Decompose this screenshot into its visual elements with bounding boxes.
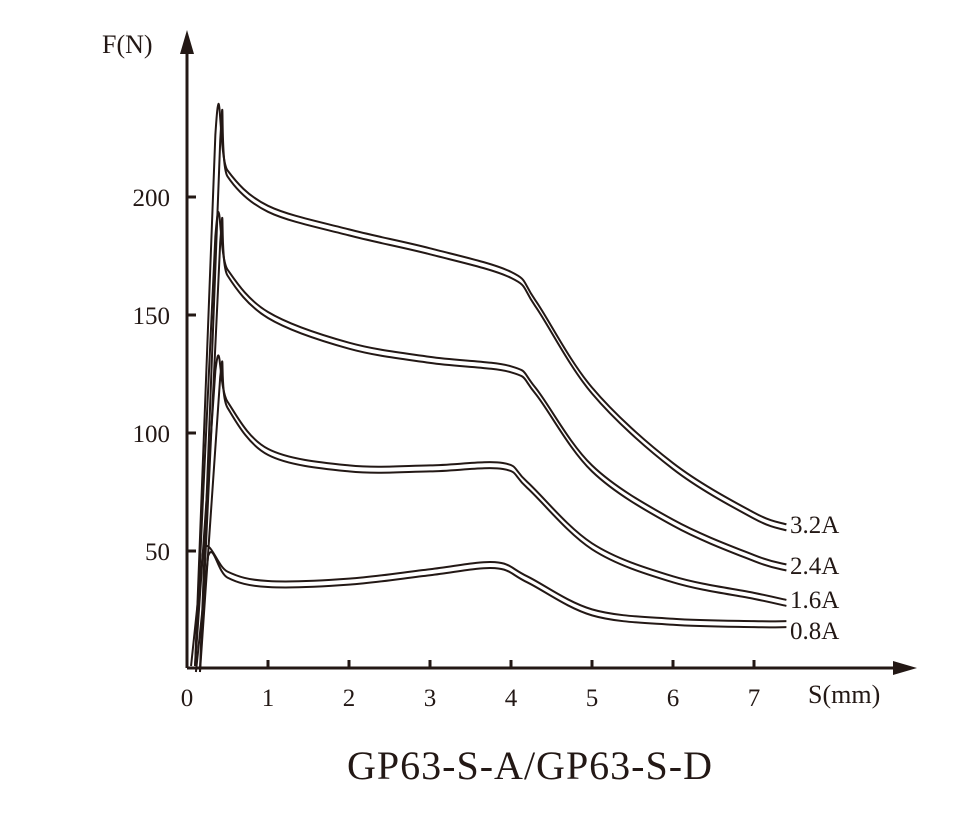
x-tick-label: 5 bbox=[586, 685, 599, 712]
series-curve-0.8A bbox=[194, 551, 787, 673]
x-axis-label: S(mm) bbox=[808, 680, 880, 709]
series-label-2.4A: 2.4A bbox=[790, 553, 839, 580]
axis-ticks: 0 1 2 3 4 5 6 7 50 100 150 200 bbox=[133, 185, 761, 712]
series-curves bbox=[190, 102, 787, 673]
x-tick-label: 6 bbox=[667, 685, 680, 712]
y-tick-label: 50 bbox=[145, 539, 170, 566]
x-tick-label: 4 bbox=[505, 685, 518, 712]
y-tick-label: 150 bbox=[133, 303, 171, 330]
series-curve-2.4A bbox=[198, 217, 787, 673]
x-tick-label: 7 bbox=[748, 685, 761, 712]
x-tick-label: 3 bbox=[424, 685, 437, 712]
y-tick-label: 100 bbox=[133, 421, 171, 448]
series-curve-3.2A bbox=[198, 108, 787, 673]
series-curve-1.6A bbox=[198, 360, 787, 673]
y-axis-arrow-icon bbox=[180, 30, 194, 54]
x-tick-label: 0 bbox=[181, 685, 194, 712]
series-label-1.6A: 1.6A bbox=[790, 587, 839, 614]
y-tick-label: 200 bbox=[133, 185, 171, 212]
series-label-3.2A: 3.2A bbox=[790, 512, 839, 539]
series-curve-3.2A bbox=[194, 102, 787, 667]
x-tick-label: 1 bbox=[262, 685, 275, 712]
series-label-0.8A: 0.8A bbox=[790, 618, 839, 645]
series-curve-2.4A bbox=[194, 211, 787, 667]
x-tick-label: 2 bbox=[343, 685, 356, 712]
y-axis-label: F(N) bbox=[102, 30, 153, 59]
chart-title: GP63-S-A/GP63-S-D bbox=[347, 743, 713, 788]
series-curve-1.6A bbox=[194, 354, 787, 667]
x-axis-arrow-icon bbox=[893, 661, 917, 675]
series-curve-0.8A bbox=[190, 545, 787, 667]
